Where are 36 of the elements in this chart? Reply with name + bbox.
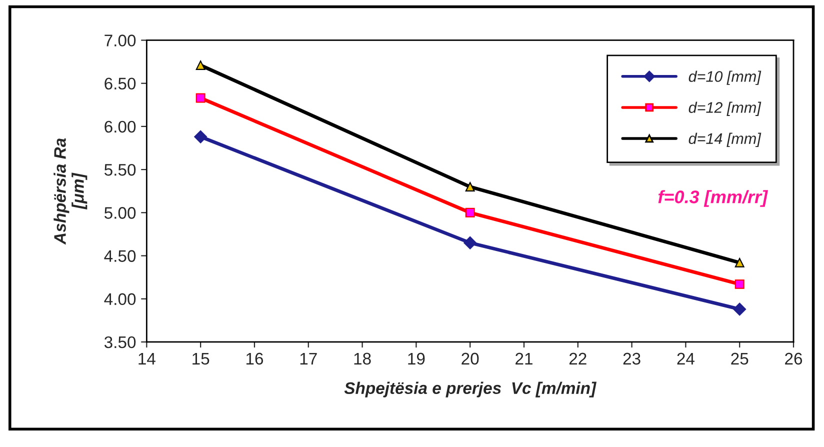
x-tick-label: 16: [246, 352, 264, 365]
point: [734, 258, 744, 268]
point: [194, 130, 208, 144]
x-tick-label: 21: [516, 352, 532, 364]
y-tick-label: 3.50: [104, 336, 136, 348]
y-tick-label: 4.50: [104, 250, 136, 262]
point: [196, 60, 206, 70]
legend-label: d=12 [mm]: [688, 102, 762, 116]
x-tick-label: 18: [354, 352, 371, 365]
y-tick-label: 5.50: [104, 164, 136, 176]
point: [734, 279, 744, 289]
x-tick-label: 20: [462, 352, 479, 365]
annotation: f=0.3 [mm/rr]: [658, 190, 768, 207]
y-axis-title: Ashpërsia Ra [μm]: [54, 138, 88, 245]
y-tick-label: 5.00: [104, 207, 136, 219]
point: [465, 182, 475, 192]
x-tick-label: 15: [192, 352, 210, 365]
x-tick-label: 26: [785, 352, 802, 365]
x-axis-title: Shpejtësia e prerjes Vc [m/min]: [344, 382, 597, 398]
point: [465, 208, 475, 218]
point: [733, 302, 746, 316]
y-tick-label: 7.00: [104, 34, 136, 46]
y-tick-label: 6.00: [104, 120, 136, 133]
point: [464, 236, 477, 250]
legend-label: d=10 [mm]: [688, 70, 762, 85]
y-tick-label: 4.00: [104, 293, 136, 306]
x-tick-label: 19: [408, 352, 425, 365]
legend-label: d=14 [mm]: [688, 132, 762, 148]
x-tick-label: 25: [731, 352, 748, 365]
x-tick-label: 23: [623, 352, 640, 365]
x-tick-label: 17: [300, 352, 317, 364]
x-tick-label: 22: [569, 352, 586, 364]
y-tick-label: 6.50: [104, 78, 136, 90]
x-tick-label: 14: [138, 352, 156, 364]
point: [196, 93, 206, 103]
x-tick-label: 24: [677, 352, 694, 364]
